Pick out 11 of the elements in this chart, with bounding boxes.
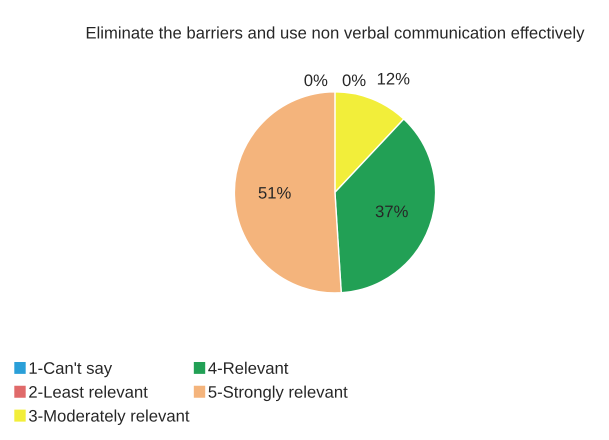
legend-label: 2-Least relevant (29, 386, 148, 398)
data-label: 37% (376, 205, 408, 218)
text: 0% (304, 74, 328, 86)
legend-label: 3-Moderately relevant (28, 409, 190, 425)
data-label: 12% (378, 72, 410, 85)
legend-label: 1-Can't say (30, 362, 112, 378)
chart-title: Eliminate the barriers and use non verbal communication effectively (86, 26, 584, 42)
data-label: 51% (258, 186, 291, 199)
text: 0% (342, 74, 366, 86)
legend-label: 5-Strongly relevant (208, 386, 348, 402)
legend-label: 4-Relevant (208, 362, 288, 374)
